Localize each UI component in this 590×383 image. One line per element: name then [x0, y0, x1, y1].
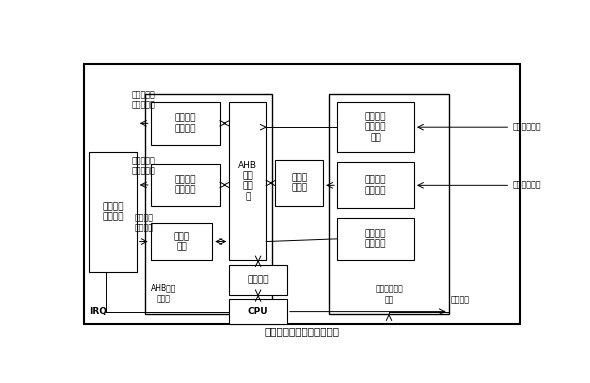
- Bar: [337, 102, 414, 152]
- Text: 栅格数据
存储阵列: 栅格数据 存储阵列: [365, 176, 386, 195]
- Bar: [150, 164, 220, 206]
- Bar: [329, 95, 448, 314]
- Bar: [230, 265, 287, 295]
- Bar: [145, 95, 271, 314]
- Text: 待匹配的参
考栅格数据: 待匹配的参 考栅格数据: [132, 156, 156, 176]
- Bar: [230, 102, 266, 260]
- Bar: [337, 218, 414, 260]
- Text: 地图匹配
处理模块: 地图匹配 处理模块: [102, 202, 124, 222]
- Text: 取址报令: 取址报令: [450, 295, 469, 304]
- Text: AHB读写
控制层: AHB读写 控制层: [151, 284, 176, 303]
- Text: 激光雷达数据读写控制系统: 激光雷达数据读写控制系统: [265, 326, 340, 336]
- Text: 定位数据
存储阵列: 定位数据 存储阵列: [365, 229, 386, 249]
- Text: CPU: CPU: [248, 307, 268, 316]
- Text: 片上地图存储
介质: 片上地图存储 介质: [375, 285, 403, 304]
- Text: 第二突发
读取模块: 第二突发 读取模块: [175, 175, 196, 195]
- Text: IRQ: IRQ: [89, 307, 107, 316]
- Text: 待匹配的激
光点云数据: 待匹配的激 光点云数据: [132, 90, 156, 110]
- Text: 激光点云
数据存储
阵列: 激光点云 数据存储 阵列: [365, 112, 386, 142]
- Text: 第一突发
读取模块: 第一突发 读取模块: [175, 114, 196, 133]
- Bar: [337, 162, 414, 208]
- Text: AHB
接口
控制
器: AHB 接口 控制 器: [238, 161, 257, 201]
- Text: 预配置器: 预配置器: [247, 275, 269, 285]
- Bar: [150, 102, 220, 144]
- Bar: [276, 160, 323, 206]
- Text: 待处理的
定位数据: 待处理的 定位数据: [135, 213, 153, 232]
- Text: 单次写
模块: 单次写 模块: [173, 232, 189, 251]
- Bar: [89, 152, 137, 272]
- Bar: [230, 299, 287, 324]
- Bar: [84, 64, 520, 324]
- Text: 参考栅格数据: 参考栅格数据: [513, 181, 541, 190]
- Bar: [150, 223, 212, 260]
- Text: 激光雷达数据: 激光雷达数据: [513, 123, 541, 132]
- Text: 地址排
序模块: 地址排 序模块: [291, 173, 307, 193]
